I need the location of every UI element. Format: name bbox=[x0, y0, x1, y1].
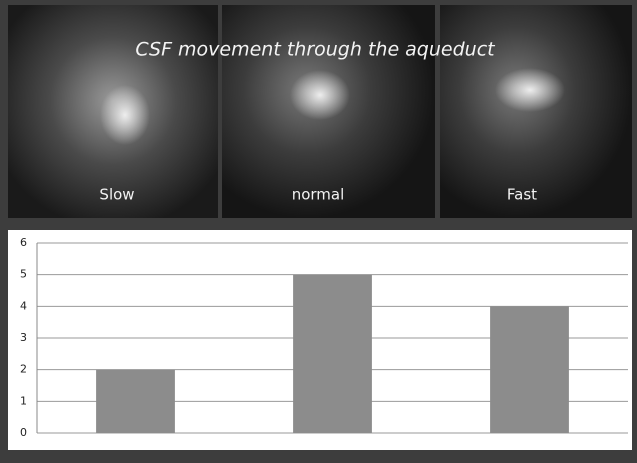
bar bbox=[293, 275, 372, 433]
y-tick-label: 6 bbox=[20, 236, 27, 249]
y-tick-label: 0 bbox=[20, 426, 27, 439]
slide: CSF movement through the aqueduct 0 1 2 3 4 5… bbox=[0, 0, 637, 463]
bar bbox=[490, 306, 569, 433]
mri-highlight bbox=[290, 70, 350, 120]
category-label: normal bbox=[292, 186, 345, 204]
mri-highlight bbox=[100, 85, 150, 145]
y-tick-label: 5 bbox=[20, 268, 27, 281]
y-tick-label: 2 bbox=[20, 363, 27, 376]
y-tick-label: 1 bbox=[20, 394, 27, 407]
y-tick-label: 3 bbox=[20, 331, 27, 344]
bar bbox=[96, 370, 175, 433]
mri-highlight bbox=[495, 68, 565, 112]
page: {"chart_data": {"type": "bar", "title": … bbox=[0, 0, 637, 463]
category-label: Slow bbox=[99, 186, 134, 204]
slide-title: CSF movement through the aqueduct bbox=[135, 39, 496, 61]
y-tick-label: 4 bbox=[20, 299, 27, 312]
category-label: Fast bbox=[507, 186, 537, 204]
